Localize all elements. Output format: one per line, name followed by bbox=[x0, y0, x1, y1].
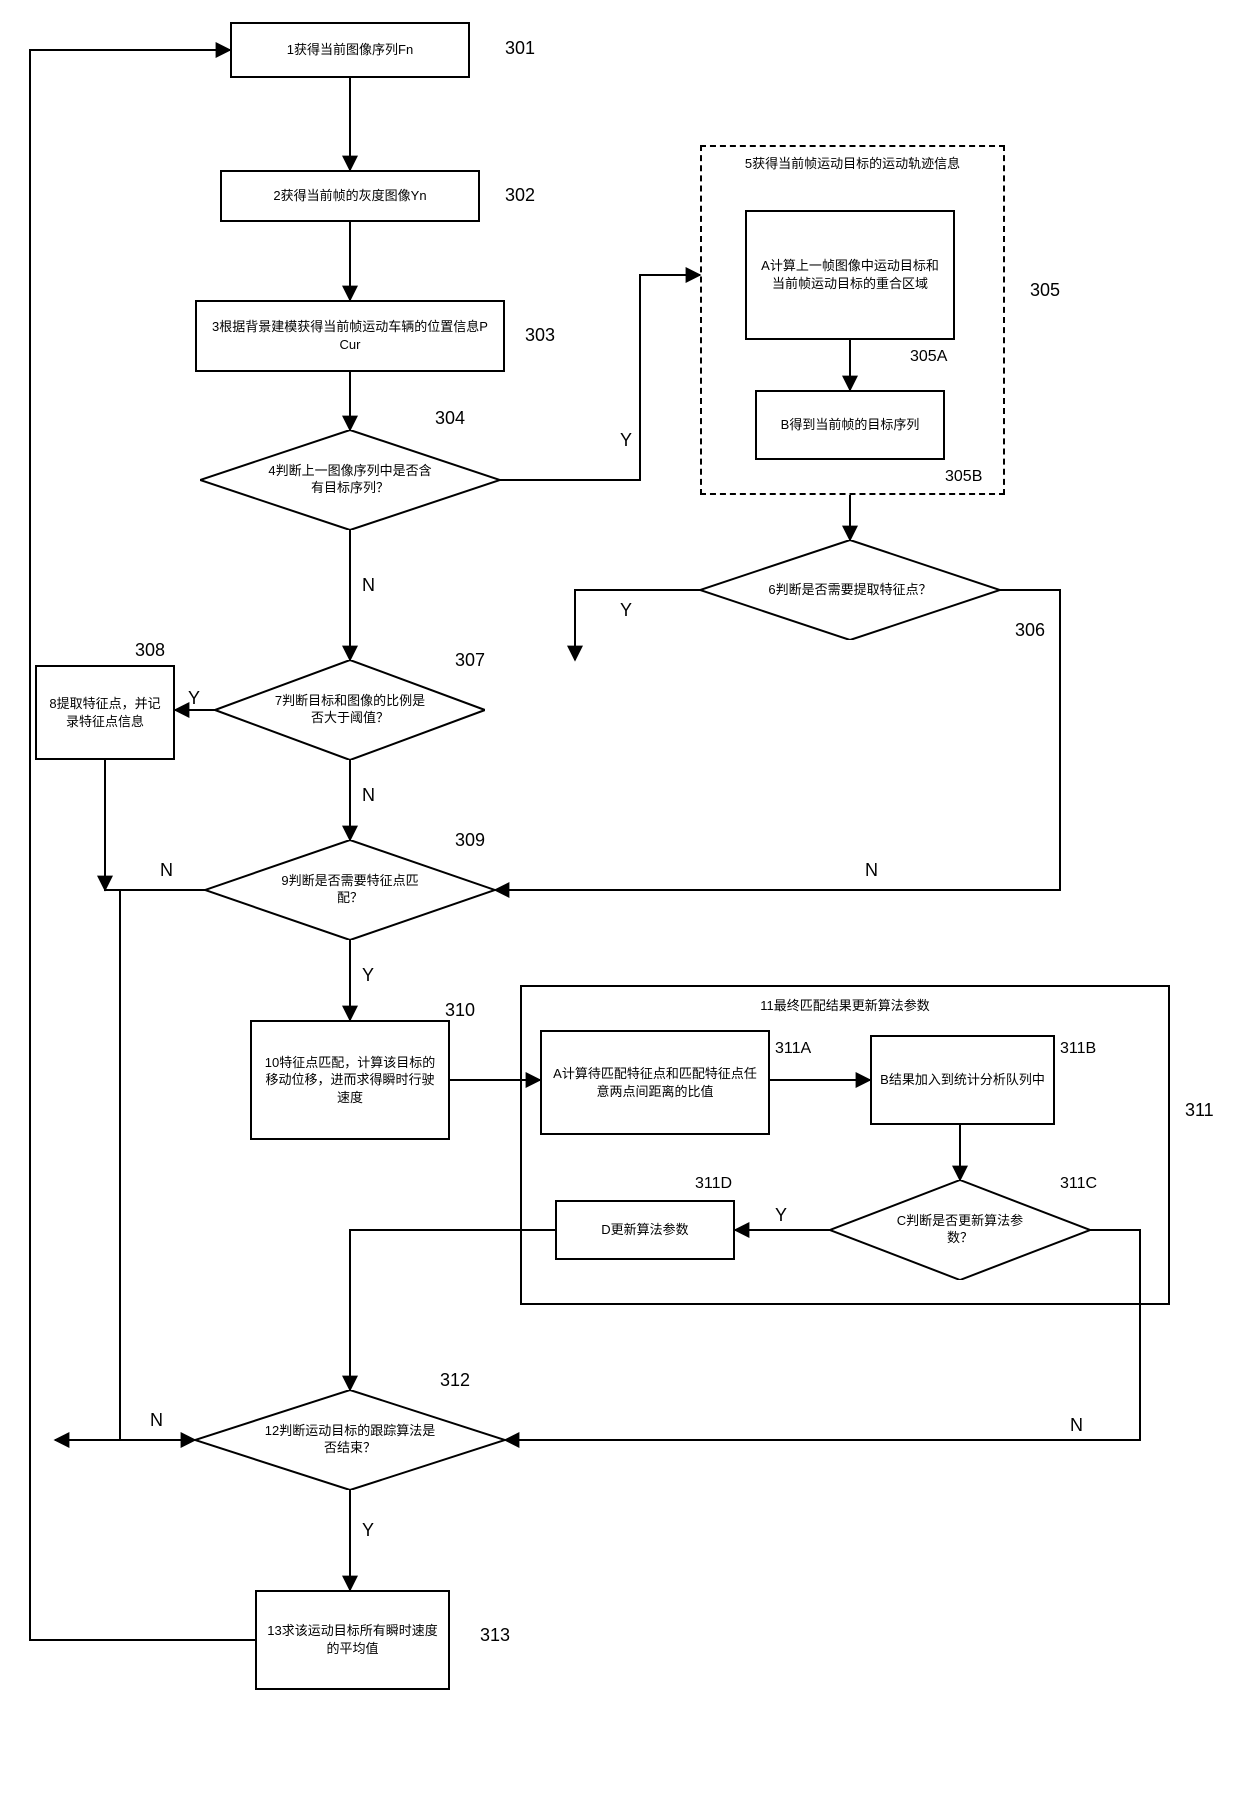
ref-310: 310 bbox=[445, 1000, 475, 1021]
ref-312: 312 bbox=[440, 1370, 470, 1391]
decision-4: 4判断上一图像序列中是否含有目标序列？ bbox=[200, 430, 500, 530]
ref-311: 311 bbox=[1185, 1100, 1214, 1121]
edge-11c-n: N bbox=[1070, 1415, 1083, 1436]
decision-11c: C判断是否更新算法参数？ bbox=[830, 1180, 1090, 1280]
ref-305a: 305A bbox=[910, 348, 947, 366]
decision-12-text: 12判断运动目标的跟踪算法是否结束？ bbox=[263, 1423, 437, 1457]
edge-9-y: Y bbox=[362, 965, 374, 986]
ref-311d: 311D bbox=[695, 1175, 732, 1193]
step-8: 8提取特征点，并记录特征点信息 bbox=[35, 665, 175, 760]
edge-12-n: N bbox=[150, 1410, 163, 1431]
edge-7-y: Y bbox=[188, 688, 200, 709]
ref-311a: 311A bbox=[775, 1040, 811, 1058]
ref-307: 307 bbox=[455, 650, 485, 671]
decision-9-text: 9判断是否需要特征点匹配？ bbox=[269, 873, 431, 907]
ref-305: 305 bbox=[1030, 280, 1060, 301]
step-2-text: 2获得当前帧的灰度图像Yn bbox=[273, 187, 426, 205]
decision-6-text: 6判断是否需要提取特征点？ bbox=[768, 582, 931, 599]
ref-311b: 311B bbox=[1060, 1040, 1096, 1058]
step-1-text: 1获得当前图像序列Fn bbox=[287, 41, 413, 59]
decision-12: 12判断运动目标的跟踪算法是否结束？ bbox=[195, 1390, 505, 1490]
step-5b: B得到当前帧的目标序列 bbox=[755, 390, 945, 460]
step-5b-text: B得到当前帧的目标序列 bbox=[781, 416, 920, 434]
ref-309: 309 bbox=[455, 830, 485, 851]
edge-4-n: N bbox=[362, 575, 375, 596]
step-5a: A计算上一帧图像中运动目标和当前帧运动目标的重合区域 bbox=[745, 210, 955, 340]
decision-9: 9判断是否需要特征点匹配？ bbox=[205, 840, 495, 940]
decision-7-text: 7判断目标和图像的比例是否大于阈值？ bbox=[274, 693, 425, 727]
ref-303: 303 bbox=[525, 325, 555, 346]
step-11d: D更新算法参数 bbox=[555, 1200, 735, 1260]
decision-4-text: 4判断上一图像序列中是否含有目标序列？ bbox=[266, 463, 434, 497]
step-8-text: 8提取特征点，并记录特征点信息 bbox=[45, 695, 165, 730]
ref-305b: 305B bbox=[945, 468, 982, 486]
edge-9-n: N bbox=[160, 860, 173, 881]
step-5a-text: A计算上一帧图像中运动目标和当前帧运动目标的重合区域 bbox=[755, 257, 945, 292]
step-13-text: 13求该运动目标所有瞬时速度的平均值 bbox=[265, 1622, 440, 1657]
step-3-text: 3根据背景建模获得当前帧运动车辆的位置信息P Cur bbox=[205, 318, 495, 353]
step-11a-text: A计算待匹配特征点和匹配特征点任意两点间距离的比值 bbox=[550, 1065, 760, 1100]
step-13: 13求该运动目标所有瞬时速度的平均值 bbox=[255, 1590, 450, 1690]
edge-11c-y: Y bbox=[775, 1205, 787, 1226]
step-11b: B结果加入到统计分析队列中 bbox=[870, 1035, 1055, 1125]
edge-6-y: Y bbox=[620, 600, 632, 621]
ref-301: 301 bbox=[505, 38, 535, 59]
edge-6-n: N bbox=[865, 860, 878, 881]
ref-304: 304 bbox=[435, 408, 465, 429]
decision-11c-text: C判断是否更新算法参数？ bbox=[887, 1213, 1033, 1247]
step-11d-text: D更新算法参数 bbox=[601, 1221, 688, 1239]
ref-313: 313 bbox=[480, 1625, 510, 1646]
ref-306: 306 bbox=[1015, 620, 1045, 641]
edge-4-y: Y bbox=[620, 430, 632, 451]
step-11b-text: B结果加入到统计分析队列中 bbox=[880, 1071, 1045, 1089]
group-11-title: 11最终匹配结果更新算法参数 bbox=[630, 995, 1060, 1014]
decision-6: 6判断是否需要提取特征点？ bbox=[700, 540, 1000, 640]
step-10-text: 10特征点匹配，计算该目标的移动位移，进而求得瞬时行驶速度 bbox=[260, 1054, 440, 1107]
step-10: 10特征点匹配，计算该目标的移动位移，进而求得瞬时行驶速度 bbox=[250, 1020, 450, 1140]
edge-12-y: Y bbox=[362, 1520, 374, 1541]
ref-311c: 311C bbox=[1060, 1175, 1097, 1193]
group-5-title: 5获得当前帧运动目标的运动轨迹信息 bbox=[720, 155, 985, 173]
decision-7: 7判断目标和图像的比例是否大于阈值？ bbox=[215, 660, 485, 760]
ref-308: 308 bbox=[135, 640, 165, 661]
edge-7-n: N bbox=[362, 785, 375, 806]
step-3: 3根据背景建模获得当前帧运动车辆的位置信息P Cur bbox=[195, 300, 505, 372]
ref-302: 302 bbox=[505, 185, 535, 206]
step-2: 2获得当前帧的灰度图像Yn bbox=[220, 170, 480, 222]
step-1: 1获得当前图像序列Fn bbox=[230, 22, 470, 78]
step-11a: A计算待匹配特征点和匹配特征点任意两点间距离的比值 bbox=[540, 1030, 770, 1135]
